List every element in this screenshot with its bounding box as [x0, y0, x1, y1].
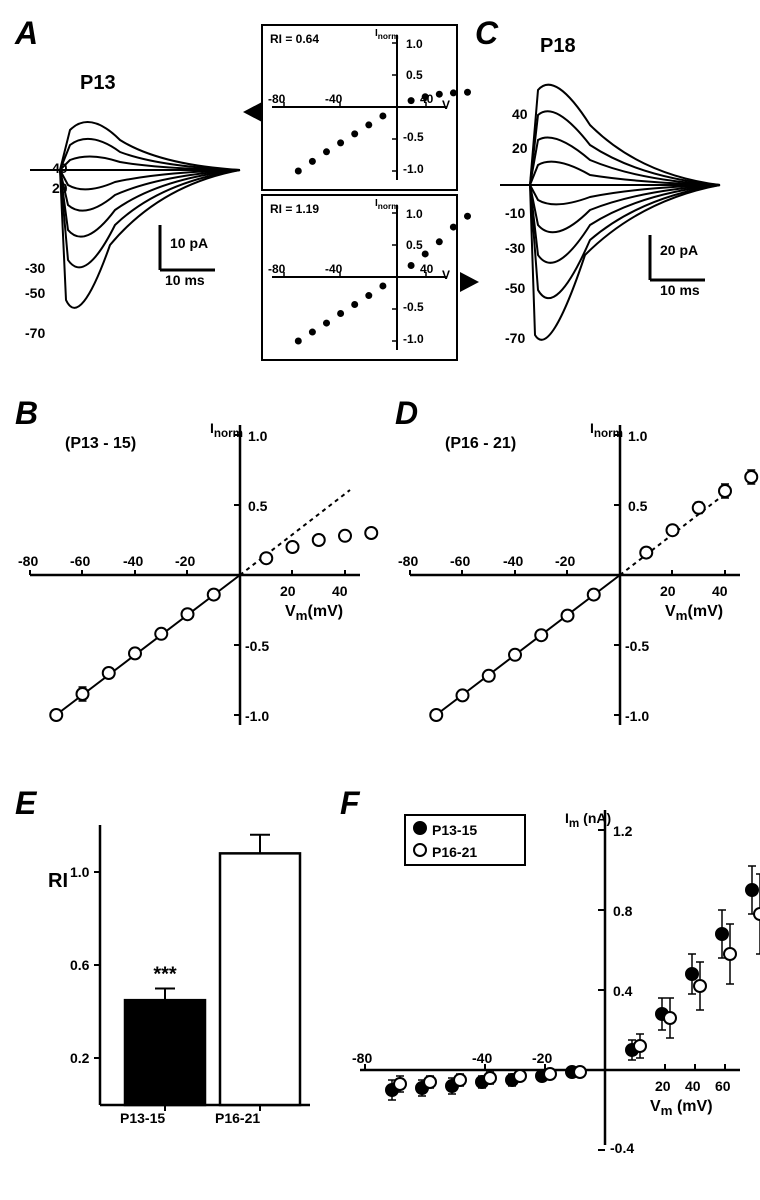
scalebar-a-x: 10 ms — [165, 272, 205, 288]
panel-c-traces — [500, 55, 740, 365]
inset-a-x2: -40 — [325, 92, 342, 106]
inset-a-ri: RI = 0.64 — [270, 32, 319, 46]
scalebar-a-y: 10 pA — [170, 235, 208, 251]
scalebar-c-x: 10 ms — [660, 282, 700, 298]
inset-c-x2: -40 — [325, 262, 342, 276]
pd-xlabel: Vm(mV) — [665, 603, 723, 623]
trace-label-c-40: 40 — [512, 106, 528, 122]
pb-y1: 1.0 — [248, 428, 267, 444]
inset-a-ylabel: Inorm — [375, 28, 399, 41]
pf-y4: -0.4 — [610, 1140, 634, 1156]
pf-x5: 40 — [685, 1078, 701, 1094]
pd-x1: -80 — [398, 553, 418, 569]
pf-ylabel: Im (nA) — [565, 810, 611, 830]
pf-xlabel: Vm (mV) — [650, 1098, 713, 1118]
inset-c-ri: RI = 1.19 — [270, 202, 319, 216]
pd-x3: -40 — [503, 553, 523, 569]
pb-xlabel: Vm(mV) — [285, 603, 343, 623]
pf-x6: 60 — [715, 1078, 731, 1094]
inset-a-y4: -1.0 — [403, 162, 424, 176]
inset-a — [262, 25, 457, 190]
inset-a-xunit: V — [442, 98, 450, 112]
pf-x3: -20 — [532, 1050, 552, 1066]
pe-ylabel: RI — [48, 870, 68, 893]
panel-e-chart: *** — [60, 805, 320, 1145]
trace-label-c-20: 20 — [512, 140, 528, 156]
inset-c-x3: 40 — [420, 262, 433, 276]
inset-c-xunit: V — [442, 268, 450, 282]
pb-x1: -80 — [18, 553, 38, 569]
pd-x2: -60 — [450, 553, 470, 569]
pb-y4: -1.0 — [245, 708, 269, 724]
panel-a-traces — [30, 70, 260, 350]
pd-y4: -1.0 — [625, 708, 649, 724]
trace-label-c-m10: -10 — [505, 205, 525, 221]
arrow-c-icon — [457, 270, 482, 295]
pb-x2: -60 — [70, 553, 90, 569]
inset-c-ylabel: Inorm — [375, 198, 399, 211]
panel-e-label: E — [15, 785, 36, 822]
scalebar-c-y: 20 pA — [660, 242, 698, 258]
inset-c-y1: 1.0 — [406, 207, 423, 221]
panel-d-chart — [400, 410, 750, 740]
trace-label-a-m50: -50 — [25, 285, 45, 301]
pf-leg1: P13-15 — [432, 822, 477, 838]
pb-x4: -20 — [175, 553, 195, 569]
panel-b-title: (P13 - 15) — [65, 435, 136, 453]
inset-c-y4: -1.0 — [403, 332, 424, 346]
inset-c-x1: -80 — [268, 262, 285, 276]
pd-x6: 40 — [712, 583, 728, 599]
panel-c-label: C — [475, 15, 498, 52]
inset-c — [262, 195, 457, 360]
panel-a-label: A — [15, 15, 38, 52]
panel-b-ylabel: Inorm — [210, 420, 243, 440]
inset-c-y3: -0.5 — [403, 300, 424, 314]
pf-y1: 1.2 — [613, 823, 632, 839]
inset-a-x3: 40 — [420, 92, 433, 106]
pe-t1: 0.2 — [70, 1050, 89, 1066]
pe-bar1-lbl: P13-15 — [120, 1110, 165, 1126]
pd-x5: 20 — [660, 583, 676, 599]
pe-bar2-lbl: P16-21 — [215, 1110, 260, 1126]
pb-y3: -0.5 — [245, 638, 269, 654]
pb-y2: 0.5 — [248, 498, 267, 514]
pf-x4: 20 — [655, 1078, 671, 1094]
pf-y2: 0.8 — [613, 903, 632, 919]
figure-root: A P13 40 20 -30 -50 -70 10 pA 10 ms — [10, 10, 750, 1190]
panel-d-ylabel: Inorm — [590, 420, 623, 440]
panel-b-chart — [20, 410, 370, 740]
inset-a-y2: 0.5 — [406, 68, 423, 82]
pe-t2: 0.6 — [70, 957, 89, 973]
pf-y3: 0.4 — [613, 983, 632, 999]
pd-x4: -20 — [555, 553, 575, 569]
pb-x3: -40 — [123, 553, 143, 569]
panel-d-title: (P16 - 21) — [445, 435, 516, 453]
pf-x2: -40 — [472, 1050, 492, 1066]
inset-a-y3: -0.5 — [403, 130, 424, 144]
inset-a-x1: -80 — [268, 92, 285, 106]
svg-text:***: *** — [153, 964, 177, 986]
trace-label-c-m70: -70 — [505, 330, 525, 346]
pb-x5: 20 — [280, 583, 296, 599]
pd-y1: 1.0 — [628, 428, 647, 444]
pd-y2: 0.5 — [628, 498, 647, 514]
trace-label-a-40: 40 — [52, 160, 68, 176]
trace-label-c-m50: -50 — [505, 280, 525, 296]
inset-a-y1: 1.0 — [406, 37, 423, 51]
pd-y3: -0.5 — [625, 638, 649, 654]
pf-x1: -80 — [352, 1050, 372, 1066]
pb-x6: 40 — [332, 583, 348, 599]
trace-label-c-m30: -30 — [505, 240, 525, 256]
inset-c-y2: 0.5 — [406, 238, 423, 252]
pe-t3: 1.0 — [70, 864, 89, 880]
trace-label-a-20: 20 — [52, 180, 68, 196]
pf-leg2: P16-21 — [432, 844, 477, 860]
trace-label-a-m30: -30 — [25, 260, 45, 276]
trace-label-a-m70: -70 — [25, 325, 45, 341]
arrow-a-icon — [240, 100, 265, 125]
